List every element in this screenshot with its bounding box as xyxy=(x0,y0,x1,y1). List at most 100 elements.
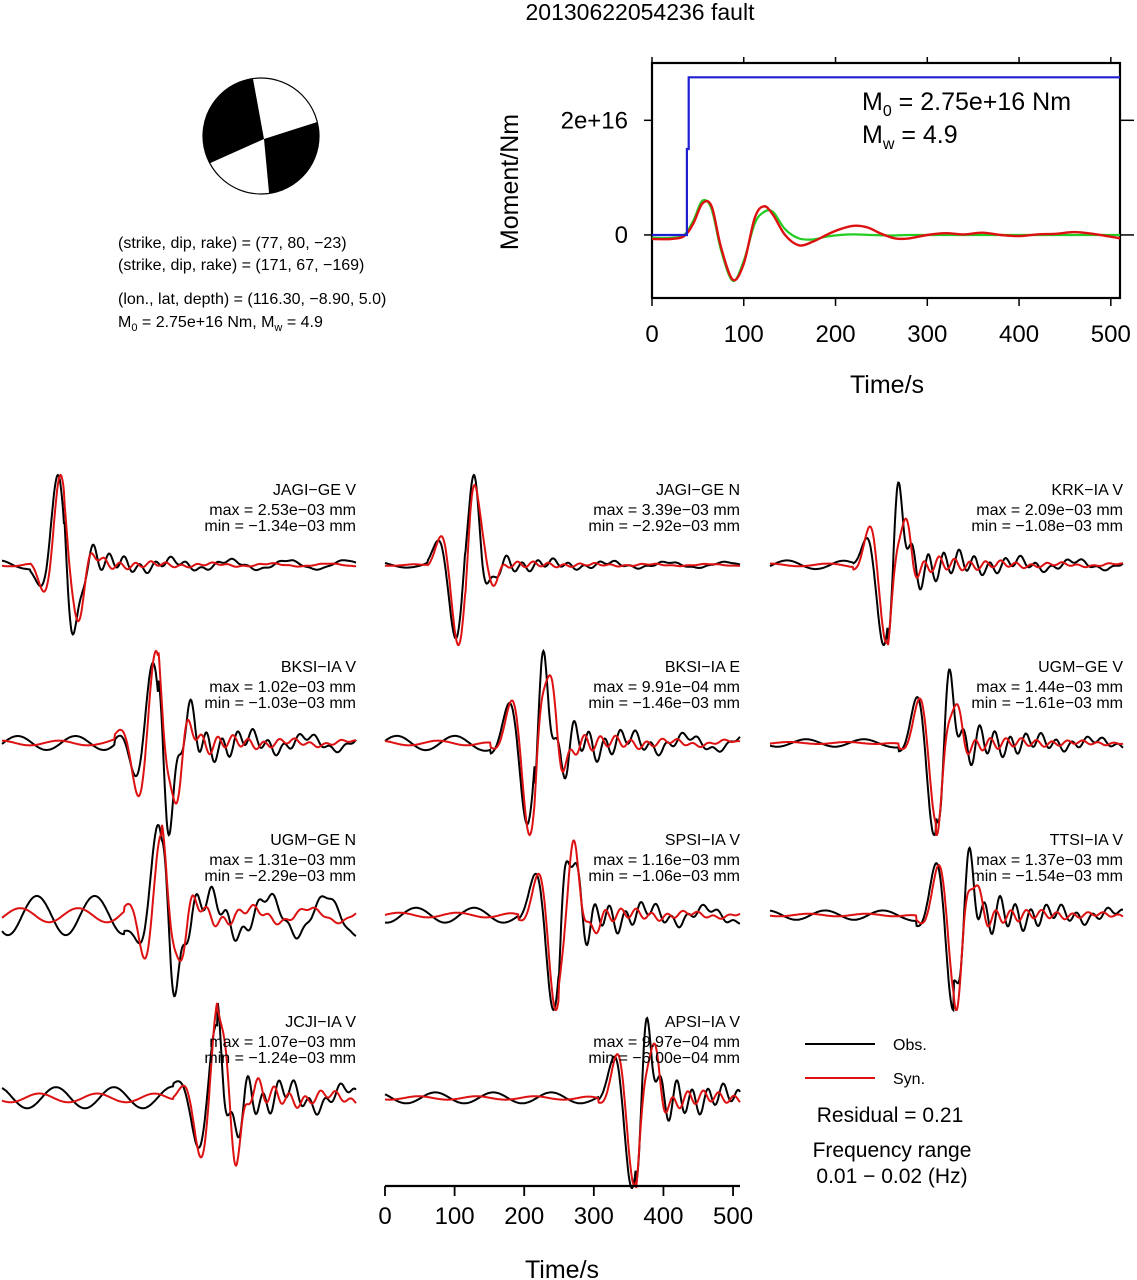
station-label: KRK−IA V xyxy=(1051,482,1123,499)
waveform-time-axis: Time/s 0 100 200 300 400 500 xyxy=(378,1184,753,1280)
nodal-plane-2: (strike, dip, rake) = (171, 67, −169) xyxy=(118,257,364,274)
station-min: min = −1.06e−03 mm xyxy=(588,868,740,885)
moment-xtick-label: 200 xyxy=(816,321,856,348)
waveform-obs xyxy=(384,1016,741,1190)
station-max: max = 2.09e−03 mm xyxy=(976,502,1123,519)
station-label: BKSI−IA V xyxy=(281,659,356,676)
station-min: min = −1.34e−03 mm xyxy=(204,518,356,535)
moment-series-green xyxy=(651,198,1120,282)
moment-ylabel: Moment/Nm xyxy=(496,114,524,250)
station-min: min = −1.46e−03 mm xyxy=(588,695,740,712)
waveform-syn xyxy=(1,473,357,623)
waveform-xtick-label: 100 xyxy=(435,1203,475,1230)
waveform-syn xyxy=(1,1002,357,1167)
station-min: min = −2.92e−03 mm xyxy=(588,518,740,535)
waveform-syn xyxy=(770,863,1124,1011)
moment-series-obs xyxy=(651,199,1121,282)
moment-ytick-label: 2e+16 xyxy=(561,107,628,134)
waveform-xtick-label: 200 xyxy=(504,1203,544,1230)
residual-label: Residual = 0.21 xyxy=(817,1104,964,1127)
waveform-xtick-label: 0 xyxy=(378,1203,391,1230)
figure-title: 20130622054236 fault xyxy=(526,0,756,25)
station-min: min = −2.29e−03 mm xyxy=(204,868,356,885)
station-max: max = 1.44e−03 mm xyxy=(976,679,1123,696)
moment-xtick-label: 400 xyxy=(999,321,1039,348)
moment-summary: M0 = 2.75e+16 Nm, Mw = 4.9 xyxy=(118,314,323,334)
station-max: max = 9.91e−04 mm xyxy=(593,679,740,696)
frequency-range-label: Frequency range xyxy=(813,1139,972,1162)
frequency-range-value: 0.01 − 0.02 (Hz) xyxy=(816,1165,967,1188)
waveform-syn xyxy=(384,674,741,837)
waveform-xlabel: Time/s xyxy=(525,1256,599,1280)
waveform-syn xyxy=(770,697,1124,837)
legend: Obs. Syn. Residual = 0.21 Frequency rang… xyxy=(805,1037,971,1188)
station-label: JCJI−IA V xyxy=(285,1014,356,1031)
beachball-quadrant-se xyxy=(264,121,320,194)
station-label: JAGI−GE V xyxy=(273,482,356,499)
waveform-obs xyxy=(384,473,741,640)
waveform-syn xyxy=(385,1042,741,1189)
waveform-xtick-label: 300 xyxy=(574,1203,614,1230)
station-min: min = −1.03e−03 mm xyxy=(204,695,356,712)
beachball-icon xyxy=(202,77,320,195)
legend-syn-label: Syn. xyxy=(893,1071,925,1088)
moment-series-moment xyxy=(652,76,1120,237)
station-max: max = 2.53e−03 mm xyxy=(209,502,356,519)
moment-annotation-mw: Mw = 4.9 xyxy=(862,121,958,153)
moment-ytick-label: 0 xyxy=(615,222,628,249)
station-label: TTSI−IA V xyxy=(1050,832,1124,849)
station-min: min = −1.24e−03 mm xyxy=(204,1050,356,1067)
waveform-xtick-label: 400 xyxy=(643,1203,683,1230)
station-max: max = 1.07e−03 mm xyxy=(209,1034,356,1051)
waveform-obs xyxy=(384,648,741,826)
station-label: UGM−GE V xyxy=(1038,659,1123,676)
station-max: max = 9.97e−04 mm xyxy=(593,1034,740,1051)
hypocenter-location: (lon., lat, depth) = (116.30, −8.90, 5.0… xyxy=(118,291,386,308)
waveform-obs xyxy=(769,668,1124,837)
station-max: max = 1.16e−03 mm xyxy=(593,852,740,869)
nodal-plane-1: (strike, dip, rake) = (77, 80, −23) xyxy=(118,235,347,252)
moment-xtick-label: 0 xyxy=(645,321,658,348)
waveform-syn xyxy=(1,649,356,805)
moment-chart: Moment/Nm Time/s M0 = 2.75e+16 Nm Mw = 4… xyxy=(496,57,1134,399)
moment-xtick-label: 300 xyxy=(907,321,947,348)
waveform-obs xyxy=(769,845,1124,1013)
waveform-obs xyxy=(384,860,741,1012)
station-label: SPSI−IA V xyxy=(665,832,740,849)
station-min: min = −1.61e−03 mm xyxy=(971,695,1123,712)
moment-plot-frame xyxy=(650,61,1122,300)
station-label: APSI−IA V xyxy=(665,1014,740,1031)
waveform-syn xyxy=(770,517,1124,646)
station-min: min = −1.08e−03 mm xyxy=(971,518,1123,535)
waveform-syn xyxy=(1,824,357,962)
station-label: JAGI−GE N xyxy=(656,482,740,499)
moment-annotation-m0: M0 = 2.75e+16 Nm xyxy=(862,88,1071,120)
moment-xtick-label: 100 xyxy=(724,321,764,348)
waveform-syn xyxy=(384,839,741,1012)
waveform-obs xyxy=(1,823,357,998)
station-min: min = −1.54e−03 mm xyxy=(971,868,1123,885)
station-max: max = 1.02e−03 mm xyxy=(209,679,356,696)
beachball-quadrant-nw xyxy=(203,78,264,164)
legend-obs-label: Obs. xyxy=(893,1037,927,1054)
station-min: min = −6.00e−04 mm xyxy=(588,1050,740,1067)
waveform-syn xyxy=(384,483,740,646)
station-max: max = 1.37e−03 mm xyxy=(976,852,1123,869)
station-max: max = 3.39e−03 mm xyxy=(593,502,740,519)
moment-xtick-label: 500 xyxy=(1091,321,1131,348)
station-label: BKSI−IA E xyxy=(665,659,740,676)
waveform-obs xyxy=(1,661,357,837)
